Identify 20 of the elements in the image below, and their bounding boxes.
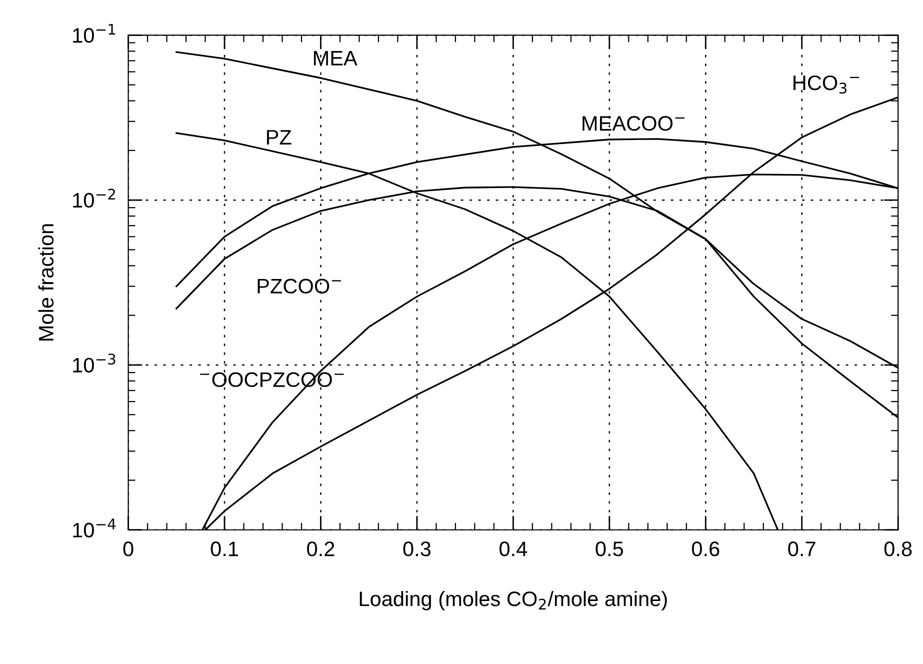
annotation: PZ <box>267 130 292 144</box>
x-tick-label: 0.7 <box>788 542 816 556</box>
x-tick-label: 0.6 <box>692 542 720 556</box>
y-tick-label: 10$^{−4}$ <box>73 518 116 538</box>
x-tick-label: 0 <box>123 542 134 556</box>
x-axis-title: Loading (moles CO$_{2}$/mole amine) <box>360 590 667 610</box>
annotation: HCO$_{3}$$^{−}$ <box>794 75 860 94</box>
x-tick-label: 0.5 <box>596 542 624 556</box>
y-tick-label: 10$^{−1}$ <box>73 24 116 43</box>
annotation: MEACOO$^{−}$ <box>582 116 684 131</box>
x-tick-label: 0.4 <box>500 542 528 556</box>
y-tick-label: 10$^{−2}$ <box>73 188 115 208</box>
x-tick-label: 0.2 <box>307 542 334 556</box>
x-tick-label: 0.1 <box>210 542 238 556</box>
x-tick-label: 0.3 <box>403 542 431 556</box>
annotation: MEA <box>314 50 358 66</box>
annotation: PZCOO$^{−}$ <box>258 278 342 294</box>
y-tick-label: 10$^{−3}$ <box>73 354 116 373</box>
y-axis-title: Mole fraction <box>38 224 54 340</box>
x-tick-label: 0.8 <box>884 542 912 556</box>
